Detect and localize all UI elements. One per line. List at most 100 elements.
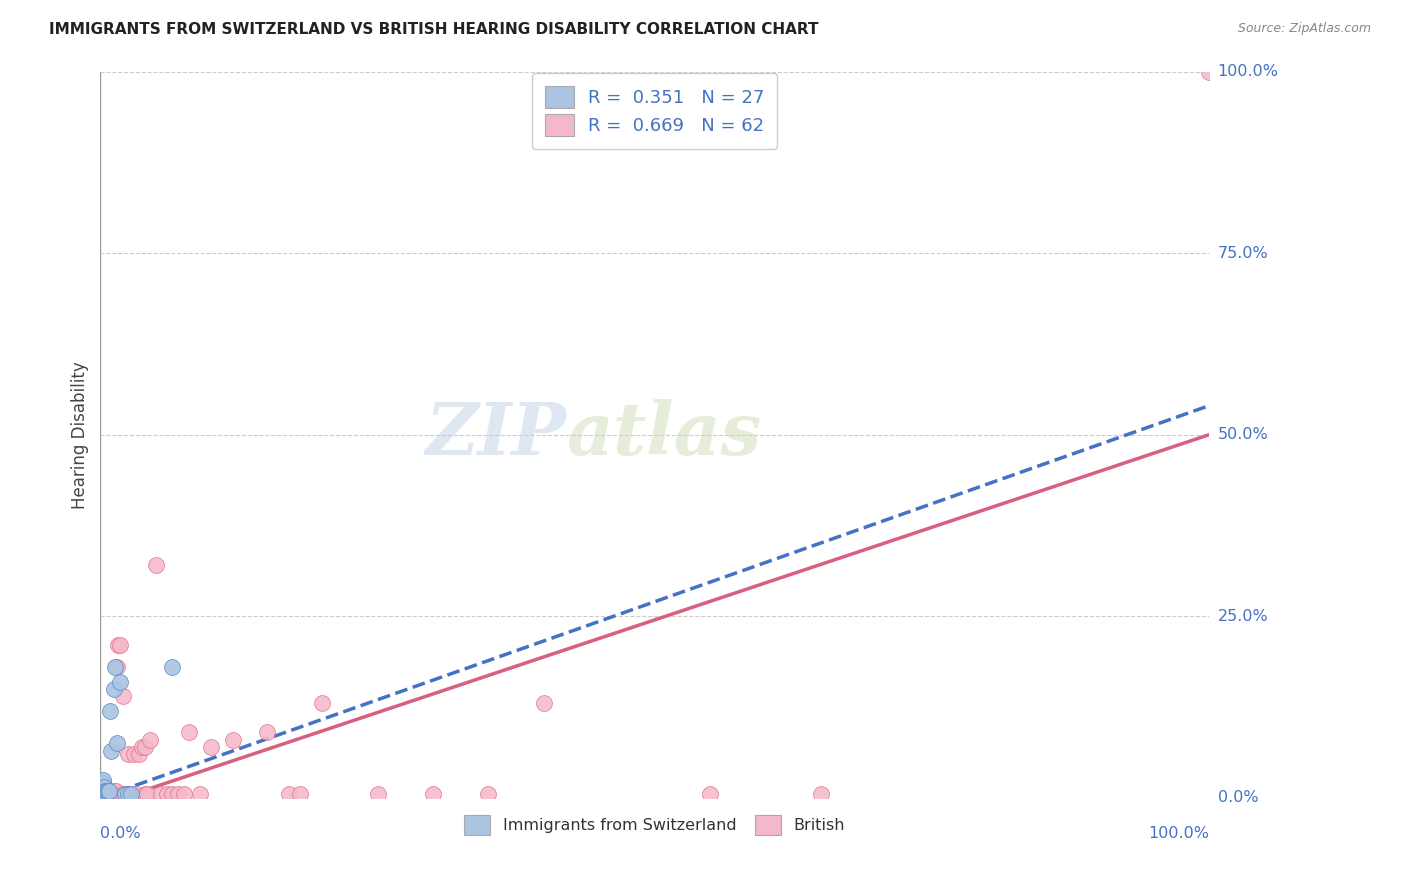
Point — [91, 783, 114, 797]
Point — [91, 776, 114, 790]
Text: 0.0%: 0.0% — [1218, 790, 1258, 805]
Point — [91, 787, 114, 801]
Point — [477, 787, 499, 801]
Point — [810, 787, 832, 801]
Point — [135, 787, 157, 801]
Point — [100, 783, 122, 797]
Point — [90, 780, 112, 794]
Point — [94, 787, 117, 801]
Point — [93, 780, 115, 794]
Point — [107, 638, 129, 652]
Point — [117, 787, 139, 801]
Point — [134, 739, 156, 754]
Point — [91, 787, 114, 801]
Point — [1198, 64, 1220, 78]
Text: ZIP: ZIP — [425, 400, 567, 470]
Point — [222, 732, 245, 747]
Point — [111, 787, 134, 801]
Point — [105, 660, 128, 674]
Point — [200, 739, 222, 754]
Point — [97, 783, 120, 797]
Point — [100, 743, 122, 757]
Point — [90, 783, 112, 797]
Point — [98, 783, 121, 797]
Y-axis label: Hearing Disability: Hearing Disability — [72, 360, 89, 508]
Point — [98, 704, 121, 718]
Point — [101, 787, 124, 801]
Point — [117, 787, 139, 801]
Point — [120, 787, 142, 801]
Point — [103, 681, 125, 696]
Text: 100.0%: 100.0% — [1149, 826, 1209, 840]
Point — [91, 783, 114, 797]
Text: 0.0%: 0.0% — [100, 826, 141, 840]
Point — [173, 787, 195, 801]
Point — [90, 787, 112, 801]
Point — [94, 787, 117, 801]
Point — [177, 725, 200, 739]
Point — [134, 787, 156, 801]
Point — [533, 697, 555, 711]
Point — [93, 787, 115, 801]
Point — [699, 787, 721, 801]
Point — [145, 558, 167, 573]
Text: 25.0%: 25.0% — [1218, 608, 1268, 624]
Point — [139, 732, 162, 747]
Point — [90, 783, 112, 797]
Point — [367, 787, 389, 801]
Text: IMMIGRANTS FROM SWITZERLAND VS BRITISH HEARING DISABILITY CORRELATION CHART: IMMIGRANTS FROM SWITZERLAND VS BRITISH H… — [49, 22, 818, 37]
Point — [111, 689, 134, 703]
Point — [422, 787, 444, 801]
Point — [94, 783, 117, 797]
Point — [90, 787, 112, 801]
Point — [288, 787, 311, 801]
Point — [94, 787, 117, 801]
Point — [93, 787, 115, 801]
Point — [117, 747, 139, 762]
Point — [131, 739, 153, 754]
Point — [256, 725, 278, 739]
Point — [94, 783, 117, 797]
Point — [103, 783, 125, 797]
Point — [91, 776, 114, 790]
Point — [94, 787, 117, 801]
Point — [150, 787, 173, 801]
Point — [110, 638, 132, 652]
Point — [104, 660, 127, 674]
Text: atlas: atlas — [567, 400, 761, 470]
Point — [114, 787, 136, 801]
Point — [91, 780, 114, 794]
Text: 50.0%: 50.0% — [1218, 427, 1268, 442]
Text: 75.0%: 75.0% — [1218, 245, 1268, 260]
Text: Source: ZipAtlas.com: Source: ZipAtlas.com — [1237, 22, 1371, 36]
Point — [96, 785, 118, 799]
Point — [105, 736, 128, 750]
Point — [122, 747, 145, 762]
Point — [100, 787, 122, 801]
Point — [125, 787, 148, 801]
Point — [162, 787, 184, 801]
Point — [97, 783, 120, 797]
Point — [167, 787, 190, 801]
Point — [128, 747, 150, 762]
Point — [98, 783, 121, 797]
Point — [91, 772, 114, 787]
Point — [104, 783, 127, 797]
Legend: Immigrants from Switzerland, British: Immigrants from Switzerland, British — [454, 805, 855, 844]
Point — [120, 787, 142, 801]
Point — [110, 674, 132, 689]
Point — [90, 780, 112, 794]
Point — [156, 787, 179, 801]
Point — [94, 783, 117, 797]
Point — [104, 787, 127, 801]
Point — [162, 660, 184, 674]
Point — [311, 697, 333, 711]
Point — [96, 787, 118, 801]
Text: 100.0%: 100.0% — [1218, 64, 1278, 79]
Point — [93, 780, 115, 794]
Point — [114, 787, 136, 801]
Point — [93, 783, 115, 797]
Point — [188, 787, 211, 801]
Point — [277, 787, 299, 801]
Point — [93, 783, 115, 797]
